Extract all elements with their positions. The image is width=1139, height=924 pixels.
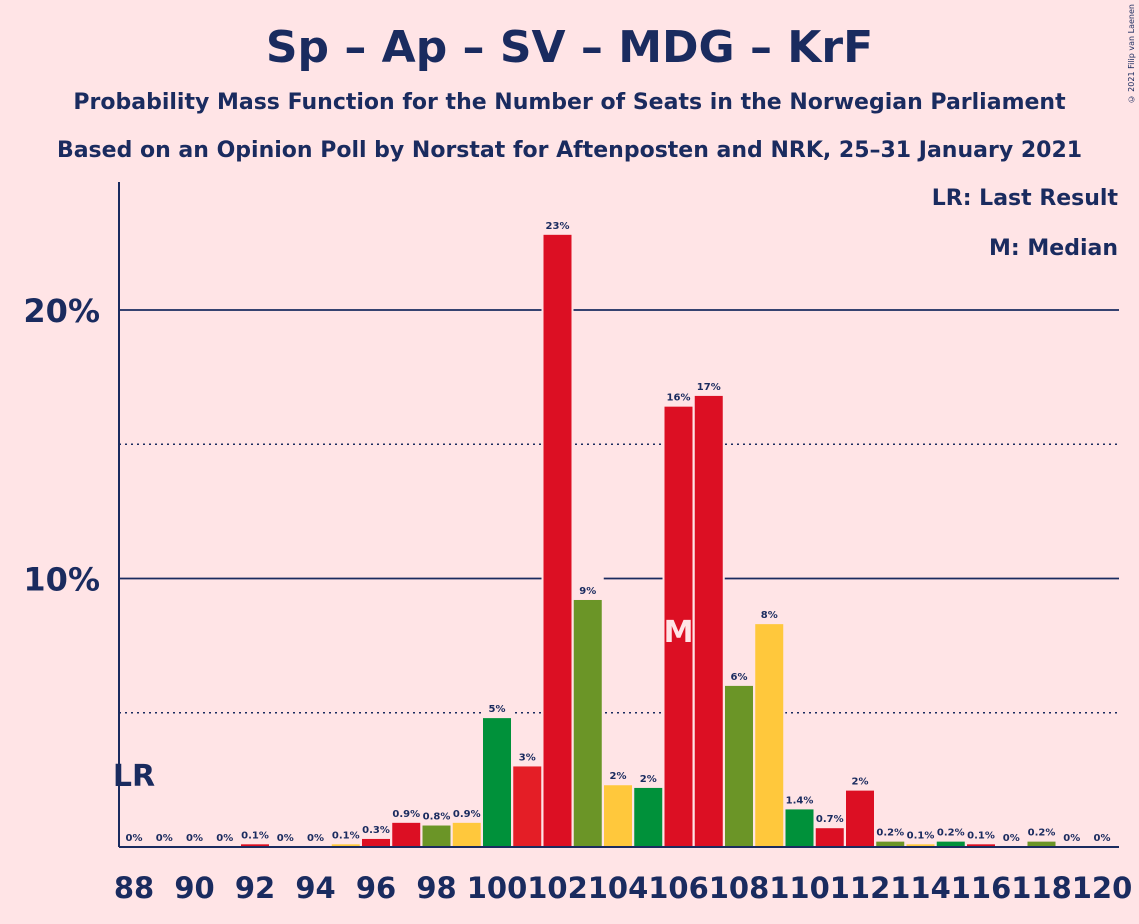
bar-label-94: 0%	[307, 833, 324, 844]
bar-label-118: 0.2%	[1028, 828, 1056, 839]
x-tick-label: 88	[114, 871, 154, 905]
x-tick-label: 110	[769, 871, 830, 905]
bar-95	[331, 844, 360, 847]
bar-111	[815, 828, 844, 847]
x-tick-label: 116	[951, 871, 1012, 905]
bar-label-100: 5%	[489, 704, 506, 715]
bar-label-116: 0.1%	[967, 830, 995, 841]
bar-109	[755, 624, 784, 847]
bar-116	[967, 844, 995, 847]
bar-114	[906, 844, 935, 847]
bar-101	[513, 766, 542, 847]
x-tick-label: 102	[527, 871, 588, 905]
bar-92	[241, 844, 269, 847]
chart-title: Sp – Ap – SV – MDG – KrF	[265, 22, 874, 73]
bar-label-92: 0.1%	[241, 830, 269, 841]
bar-label-107: 17%	[697, 382, 721, 393]
x-tick-label: 104	[588, 871, 649, 905]
legend-last-result: LR: Last Result	[931, 186, 1118, 211]
bar-96	[362, 838, 390, 847]
x-tick-label: 94	[295, 871, 335, 905]
bar-label-112: 2%	[852, 777, 869, 788]
bar-104	[604, 785, 632, 847]
bar-102	[543, 234, 572, 847]
bar-halo	[904, 820, 937, 847]
x-tick-label: 92	[235, 871, 275, 905]
legend-median: M: Median	[989, 236, 1118, 261]
bar-103	[573, 599, 602, 847]
bar-label-119: 0%	[1063, 833, 1080, 844]
last-result-marker: LR	[113, 759, 155, 794]
bar-106	[664, 406, 693, 847]
bar-label-99: 0.9%	[453, 809, 481, 820]
bar-label-105: 2%	[640, 774, 657, 785]
bar-label-93: 0%	[277, 833, 294, 844]
bar-label-110: 1.4%	[786, 795, 814, 806]
x-tick-label: 118	[1011, 871, 1072, 905]
bar-label-114: 0.1%	[907, 830, 935, 841]
bar-label-91: 0%	[216, 833, 233, 844]
bar-label-98: 0.8%	[423, 812, 451, 823]
bar-label-113: 0.2%	[876, 828, 904, 839]
bar-label-101: 3%	[519, 752, 536, 763]
bar-100	[483, 718, 511, 847]
bar-98	[422, 825, 451, 847]
bar-label-88: 0%	[126, 833, 143, 844]
bar-label-109: 8%	[761, 610, 778, 621]
x-tick-label: 106	[648, 871, 709, 905]
y-tick-label: 10%	[23, 561, 100, 599]
bar-label-103: 9%	[579, 586, 596, 597]
bar-105	[634, 787, 663, 847]
x-tick-label: 90	[174, 871, 214, 905]
bar-107	[694, 395, 723, 847]
x-tick-label: 112	[830, 871, 891, 905]
bar-97	[392, 822, 421, 847]
x-tick-label: 100	[467, 871, 528, 905]
chart-source: Based on an Opinion Poll by Norstat for …	[56, 138, 1083, 163]
bar-118	[1027, 841, 1056, 847]
x-tick-label: 108	[709, 871, 770, 905]
bar-label-104: 2%	[610, 771, 627, 782]
bar-label-106: 16%	[667, 393, 691, 404]
chart-subtitle: Probability Mass Function for the Number…	[73, 90, 1066, 115]
bar-108	[725, 685, 753, 847]
bar-99	[452, 822, 481, 847]
bar-label-95: 0.1%	[332, 830, 360, 841]
bar-113	[876, 841, 905, 847]
bar-label-89: 0%	[156, 833, 173, 844]
bar-115	[936, 841, 965, 847]
bar-halo	[329, 820, 362, 847]
x-tick-label: 98	[416, 871, 456, 905]
bar-110	[785, 809, 814, 847]
bar-label-115: 0.2%	[937, 828, 965, 839]
bar-label-117: 0%	[1003, 833, 1020, 844]
bar-halo	[239, 820, 271, 847]
x-tick-label: 120	[1072, 871, 1133, 905]
y-tick-label: 20%	[23, 292, 100, 330]
bar-halo	[965, 820, 997, 847]
bar-label-102: 23%	[546, 221, 570, 232]
bar-label-96: 0.3%	[362, 825, 390, 836]
bar-label-111: 0.7%	[816, 814, 844, 825]
median-marker: M	[664, 615, 694, 650]
bar-label-90: 0%	[186, 833, 203, 844]
bar-112	[846, 790, 874, 847]
x-tick-label: 96	[356, 871, 396, 905]
x-tick-label: 114	[890, 871, 951, 905]
bar-label-108: 6%	[731, 672, 748, 683]
bar-label-120: 0%	[1094, 833, 1111, 844]
bar-label-97: 0.9%	[392, 809, 420, 820]
